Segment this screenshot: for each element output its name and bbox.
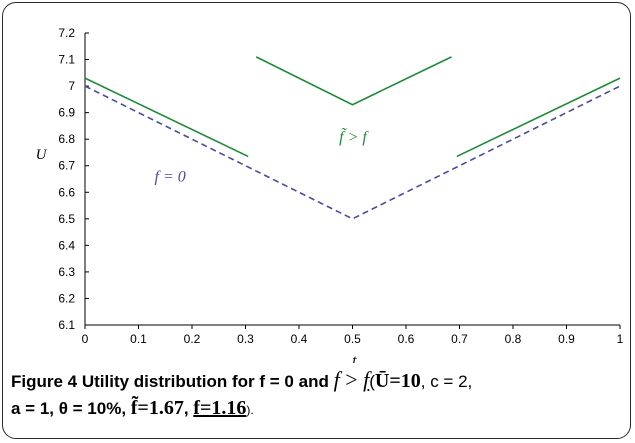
x-tick-label: 0.9 bbox=[558, 332, 575, 346]
x-tick-label: 1 bbox=[617, 332, 624, 346]
x-tick-label: 0.5 bbox=[344, 332, 361, 346]
x-tick-label: 0.2 bbox=[184, 332, 201, 346]
figure-caption: Figure 4 Utility distribution for f = 0 … bbox=[11, 366, 626, 424]
series-f-tilde-gt-f-line bbox=[456, 77, 621, 158]
caption-and: and bbox=[293, 372, 334, 391]
x-tick-label: 0.4 bbox=[291, 332, 308, 346]
caption-ftilde: f̃=1.67 bbox=[130, 397, 184, 419]
caption-open: ( bbox=[369, 372, 375, 391]
y-tick-label: 6.2 bbox=[58, 291, 75, 305]
caption-funder: f=1.16 bbox=[193, 397, 247, 419]
y-tick-label: 6.8 bbox=[58, 132, 75, 146]
x-tick-label: 0.3 bbox=[237, 332, 254, 346]
utility-chart: 6.1 6.2 6.3 6.4 6.5 6.6 6.7 6.8 6.9 7 7.1 7.2 0 0.1 0.… bbox=[36, 26, 624, 363]
caption-c: , c = 2, bbox=[420, 372, 473, 391]
caption-params: a = 1, θ = 10%, bbox=[11, 399, 131, 418]
caption-figure-label: Figure 4 bbox=[11, 372, 78, 391]
caption-text: Utility distribution for bbox=[77, 372, 260, 391]
y-tick-label: 6.5 bbox=[58, 212, 75, 226]
x-tick-label: 0 bbox=[82, 332, 89, 346]
y-tick-label: 6.1 bbox=[58, 318, 75, 332]
annotation-f-eq-0: f = 0 bbox=[155, 169, 186, 186]
y-tick-label: 6.9 bbox=[58, 106, 75, 120]
y-tick-label: 6.7 bbox=[58, 159, 75, 173]
y-tick-label: 7.1 bbox=[58, 53, 75, 67]
caption-comma: , bbox=[183, 399, 194, 418]
figure-panel: 6.1 6.2 6.3 6.4 6.5 6.6 6.7 6.8 6.9 7 7.1 7.2 0 0.1 0.… bbox=[2, 2, 631, 439]
x-tick-label: 0.6 bbox=[398, 332, 415, 346]
caption-f-eq-0: f = 0 bbox=[259, 372, 294, 391]
y-axis-label: U bbox=[36, 147, 48, 163]
caption-close: ). bbox=[246, 403, 254, 417]
y-tick-label: 7 bbox=[68, 79, 75, 93]
series-f-tilde-gt-f-line bbox=[84, 77, 249, 158]
y-tick-label: 6.6 bbox=[58, 185, 75, 199]
caption-f-gt: f > f bbox=[333, 367, 370, 392]
x-tick-label: 0.8 bbox=[505, 332, 522, 346]
x-axis-label: t bbox=[352, 353, 357, 363]
annotation-f-tilde-gt-f: f̃ > f bbox=[339, 128, 369, 146]
caption-ubar: Ū=10 bbox=[374, 370, 421, 392]
x-tick-label: 0.7 bbox=[451, 332, 468, 346]
x-tick-label: 0.1 bbox=[130, 332, 147, 346]
series-f-eq-0-line bbox=[84, 85, 621, 220]
y-tick-label: 6.3 bbox=[58, 265, 75, 279]
series-f-tilde-gt-f-line bbox=[255, 56, 452, 106]
y-tick-label: 6.4 bbox=[58, 238, 75, 252]
y-tick-label: 7.2 bbox=[58, 26, 75, 40]
